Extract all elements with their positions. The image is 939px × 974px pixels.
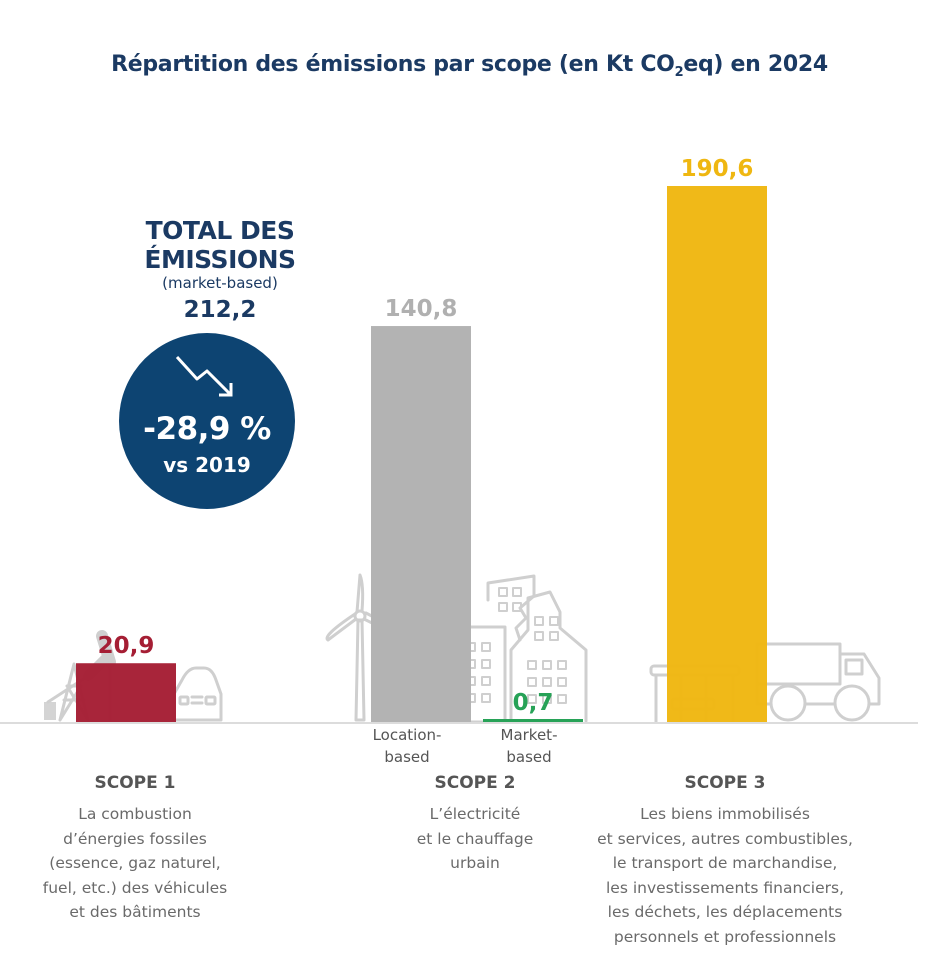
building-window-icon [481, 642, 491, 652]
title-text: Répartition des émissions par scope (en … [111, 52, 675, 77]
bar-scope-3 [667, 186, 767, 722]
total-emissions-heading: TOTAL DES ÉMISSIONS [100, 216, 340, 274]
building-window-icon [527, 694, 537, 704]
bar-scope-1 [76, 663, 176, 722]
scope2-description: L’électricité et le chauffage urbain [416, 805, 534, 872]
scope1-title: SCOPE 1 [94, 773, 176, 793]
change-comparison: vs 2019 [163, 453, 251, 477]
building-window-icon [542, 677, 552, 687]
location-based-label: Location- based [372, 726, 442, 766]
title-suffix: eq) en 2024 [683, 52, 828, 77]
market-based-label: Market- based [500, 726, 558, 766]
bar-scope-2-location-based [371, 326, 471, 722]
building-window-icon [549, 616, 559, 626]
value-label-scope-1: 20,9 [98, 633, 155, 659]
total-emissions-value: 212,2 [183, 297, 257, 323]
scope3-title: SCOPE 3 [684, 773, 766, 793]
building-window-icon [534, 631, 544, 641]
value-label-scope-3: 190,6 [681, 156, 754, 182]
value-label-scope-2-market-based: 0,7 [513, 690, 554, 716]
building-window-icon [481, 659, 491, 669]
building-window-icon [512, 602, 522, 612]
value-label-scope-2-location-based: 140,8 [385, 296, 458, 322]
building-window-icon [527, 660, 537, 670]
building-window-icon [498, 602, 508, 612]
title-subscript: 2 [674, 65, 684, 80]
building-window-icon [512, 587, 522, 597]
scope2-title: SCOPE 2 [434, 773, 516, 793]
building-window-icon [542, 694, 552, 704]
bar-scope-2-market-based [483, 719, 583, 722]
trend-down-arrow-icon [175, 355, 233, 397]
change-badge: -28,9 % vs 2019 [119, 333, 295, 509]
truck-icon [755, 642, 881, 722]
total-heading-line2: ÉMISSIONS [144, 245, 296, 274]
building-window-icon [481, 676, 491, 686]
building-window-icon [527, 677, 537, 687]
building-window-icon [481, 693, 491, 703]
building-window-icon [542, 660, 552, 670]
building-window-icon [557, 694, 567, 704]
building-window-icon [557, 660, 567, 670]
building-window-icon [534, 616, 544, 626]
total-heading-line1: TOTAL DES [145, 216, 295, 245]
total-basis-label: (market-based) [162, 274, 278, 292]
change-percent: -28,9 % [143, 411, 271, 447]
building-window-icon [549, 631, 559, 641]
building-window-icon [498, 587, 508, 597]
scope3-description: Les biens immobilisés et services, autre… [597, 805, 853, 946]
scope1-description: La combustion d’énergies fossiles (essen… [42, 805, 228, 921]
building-window-icon [557, 677, 567, 687]
car-icon [172, 666, 223, 722]
chart-title: Répartition des émissions par scope (en … [0, 52, 939, 80]
